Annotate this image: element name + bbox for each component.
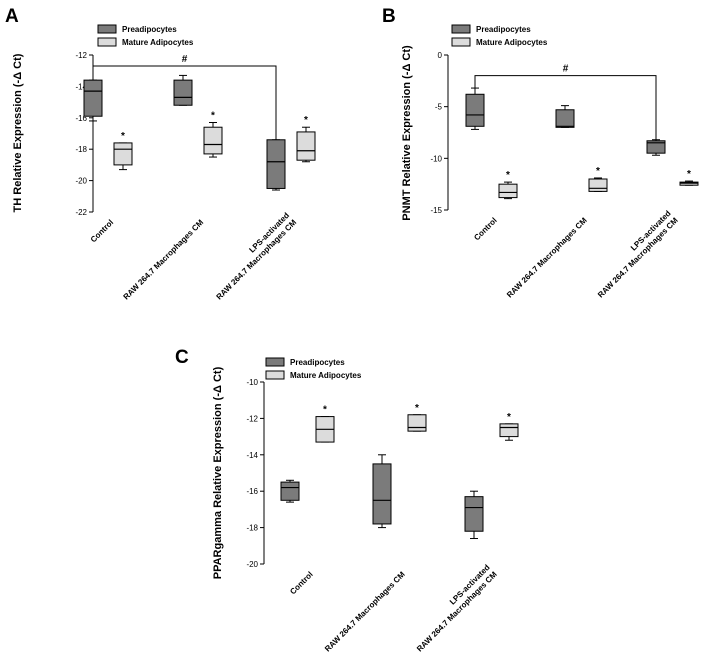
box-0-1-box: [555, 109, 575, 128]
box-1-1-box: [407, 414, 427, 432]
category-label-line: RAW 264.7 Macrophages CM: [122, 218, 206, 302]
y-tick-label: -18: [75, 145, 87, 154]
category-label-line: RAW 264.7 Macrophages CM: [505, 216, 589, 300]
category-label: Control: [89, 218, 115, 244]
legend-swatch: [451, 24, 471, 34]
y-tick-label: -10: [430, 154, 442, 163]
legend-swatch: [97, 24, 117, 34]
y-tick-label: -22: [75, 208, 87, 217]
significance-star: *: [415, 403, 419, 414]
panel-letter: B: [382, 6, 396, 27]
category-label-line: Control: [288, 570, 314, 596]
significance-star: *: [687, 169, 691, 180]
legend-swatch: [97, 37, 117, 47]
bracket-label: #: [182, 54, 188, 65]
box-1-1-box: [588, 178, 608, 192]
box-0-0-box: [83, 79, 103, 117]
significance-star: *: [121, 131, 125, 142]
significance-star: *: [323, 405, 327, 416]
box-0-1-box: [372, 463, 392, 525]
y-axis-label: PNMT Relative Expression (-Δ Ct): [401, 45, 413, 221]
y-tick-label: -14: [246, 451, 258, 460]
category-label: RAW 264.7 Macrophages CM: [122, 218, 206, 302]
y-axis-label: PPARgamma Relative Expression (-Δ Ct): [212, 366, 224, 579]
significance-star: *: [506, 170, 510, 181]
significance-bracket: [92, 65, 277, 140]
box-0-2-box: [464, 496, 484, 532]
y-tick-label: -20: [75, 177, 87, 186]
legend-label: Preadipocytes: [122, 25, 177, 34]
category-label-line: RAW 264.7 Macrophages CM: [415, 570, 499, 654]
box-0-2-box: [266, 139, 286, 189]
box-1-1-box: [203, 126, 223, 155]
legend-label: Mature Adipocytes: [476, 38, 548, 47]
box-0-1-box: [173, 79, 193, 106]
box-0-0-box: [465, 93, 485, 127]
legend-label: Preadipocytes: [476, 25, 531, 34]
y-tick-label: -18: [246, 524, 258, 533]
category-label-line: RAW 264.7 Macrophages CM: [323, 570, 407, 654]
category-label-line: Control: [89, 218, 115, 244]
significance-star: *: [304, 115, 308, 126]
y-axis-label: TH Relative Expression (-Δ Ct): [12, 53, 24, 212]
panel-b: B 0 -5 -10 -15 PNMT Relative Expression (-Δ C…: [382, 6, 699, 300]
category-label: RAW 264.7 Macrophages CM: [323, 570, 407, 654]
category-label-line: RAW 264.7 Macrophages CM: [215, 218, 299, 302]
category-label-line: RAW 264.7 Macrophages CM: [596, 216, 680, 300]
legend-label: Preadipocytes: [290, 358, 345, 367]
y-tick-label: -15: [430, 206, 442, 215]
legend-swatch: [265, 370, 285, 380]
category-label-line: Control: [472, 216, 498, 242]
significance-star: *: [596, 166, 600, 177]
y-tick-label: -12: [75, 51, 87, 60]
panel-letter: A: [5, 6, 19, 27]
significance-bracket: [474, 75, 657, 141]
category-label: Control: [472, 216, 498, 242]
legend-label: Mature Adipocytes: [290, 371, 362, 380]
y-tick-label: 0: [438, 51, 443, 60]
legend-swatch: [265, 357, 285, 367]
panel-c: C -10 -12 -14 -16 -18 -20 PPARgamma Relative Ex…: [175, 347, 519, 654]
box-1-2-box: [499, 423, 519, 438]
category-label: Control: [288, 570, 314, 596]
y-tick-label: -14: [75, 82, 87, 91]
y-tick-label: -20: [246, 560, 258, 569]
bracket-label: #: [563, 64, 569, 75]
box-1-2-box: [296, 131, 316, 161]
significance-star: *: [507, 412, 511, 423]
significance-star: *: [211, 111, 215, 122]
box-1-0-box: [113, 142, 133, 166]
y-tick-label: -16: [75, 114, 87, 123]
legend-label: Mature Adipocytes: [122, 38, 194, 47]
box-1-0-box: [498, 183, 518, 199]
y-tick-label: -5: [435, 103, 443, 112]
panel-letter: C: [175, 347, 189, 368]
category-label: RAW 264.7 Macrophages CM: [505, 216, 589, 300]
y-tick-label: -10: [246, 378, 258, 387]
y-tick-label: -12: [246, 414, 258, 423]
box-0-0-box: [280, 481, 300, 501]
legend-swatch: [451, 37, 471, 47]
y-tick-label: -16: [246, 487, 258, 496]
panel-a: A -12 -14 -16 -18 -20 -22 TH Relative Expressio…: [5, 6, 316, 302]
